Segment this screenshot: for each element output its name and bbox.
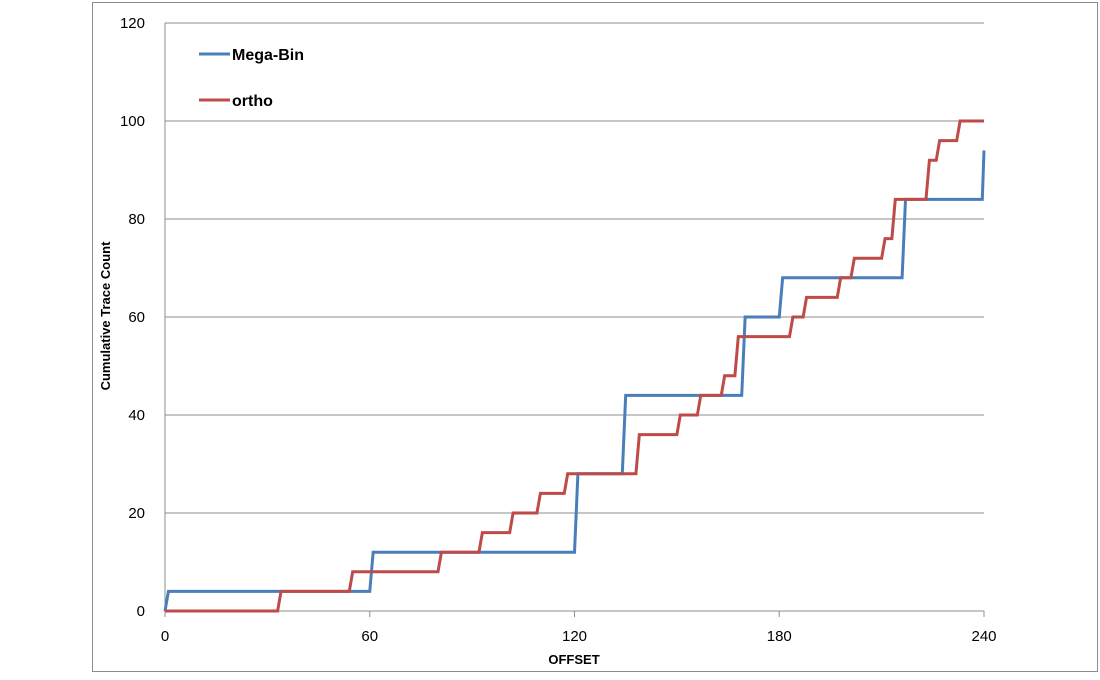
series-line-ortho [165,119,984,613]
series-lines [163,119,986,613]
y-axis-title: Cumulative Trace Count [98,241,113,390]
y-tick-120: 120 [120,15,145,32]
grid-lines [165,22,984,514]
y-tick-labels: 0 20 40 60 80 100 120 [120,15,145,620]
y-tick-20: 20 [128,505,145,522]
y-tick-100: 100 [120,113,145,130]
x-tick-120: 120 [562,628,587,645]
legend-label-mega-bin: Mega-Bin [232,47,304,64]
legend-item-ortho: ortho [199,93,273,110]
x-tick-240: 240 [971,628,996,645]
legend: Mega-Bin ortho [199,47,304,110]
y-tick-40: 40 [128,407,145,424]
y-tick-80: 80 [128,211,145,228]
x-tick-labels: 0 60 120 180 240 [161,628,997,645]
x-tick-180: 180 [767,628,792,645]
y-tick-0: 0 [137,603,145,620]
x-tick-0: 0 [161,628,169,645]
chart-frame [92,2,1098,672]
y-tick-60: 60 [128,309,145,326]
x-axis-title: OFFSET [548,652,599,667]
legend-label-ortho: ortho [232,93,273,110]
legend-item-mega-bin: Mega-Bin [199,47,304,64]
x-tick-60: 60 [361,628,378,645]
